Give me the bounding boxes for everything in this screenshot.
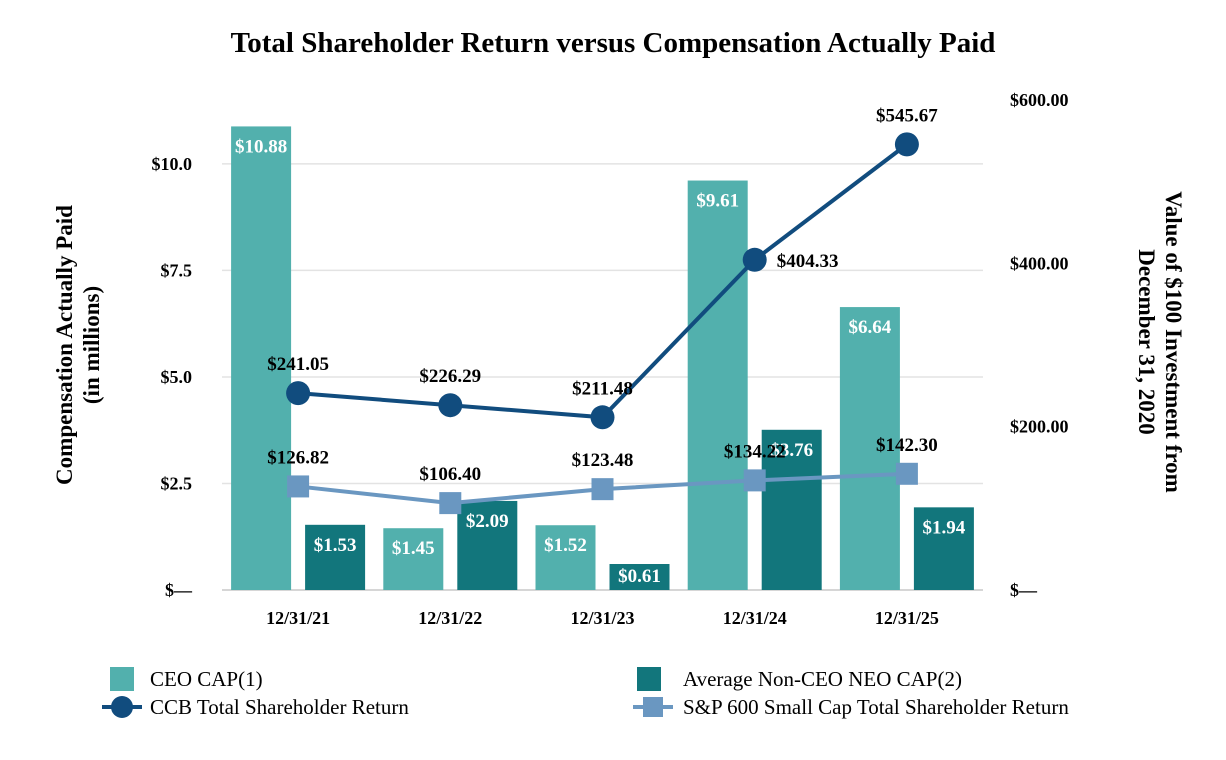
line-data-label: $123.48 <box>572 450 634 471</box>
non-ceo-cap-bar <box>913 507 974 590</box>
bar-series <box>231 126 974 590</box>
left-tick-label: $2.5 <box>161 473 193 493</box>
x-tick-label: 12/31/22 <box>418 608 482 628</box>
ceo-cap-bar <box>231 126 292 590</box>
line-data-labels: $241.05 $226.29 $211.48 $404.33 $545.67 $126.… <box>267 105 938 485</box>
line-data-label: $545.67 <box>876 105 938 126</box>
sp600-tsr-point <box>439 492 462 515</box>
left-tick-label: $— <box>165 580 193 600</box>
sp600-tsr-point <box>287 475 310 498</box>
line-series <box>286 132 919 515</box>
chart-title: Total Shareholder Return versus Compensa… <box>231 27 996 59</box>
right-axis-ticks: $— $200.00 $400.00 $600.00 <box>1010 90 1069 600</box>
line-data-label: $134.22 <box>724 441 786 462</box>
right-axis-title: Value of $100 Investment from December 3… <box>1134 191 1186 493</box>
x-tick-label: 12/31/24 <box>723 608 787 628</box>
legend-marker-sp600 <box>643 697 663 717</box>
line-data-label: $404.33 <box>777 251 839 272</box>
bar-data-label: $1.52 <box>544 535 587 556</box>
x-tick-label: 12/31/25 <box>875 608 939 628</box>
ccb-tsr-point <box>894 132 919 157</box>
ccb-tsr-point <box>590 405 615 430</box>
ccb-tsr-point <box>286 381 311 406</box>
x-tick-label: 12/31/21 <box>266 608 330 628</box>
line-data-label: $226.29 <box>419 366 481 387</box>
x-axis-ticks: 12/31/21 12/31/22 12/31/23 12/31/24 12/31/25 <box>266 608 939 628</box>
legend-label-sp600-tsr: S&P 600 Small Cap Total Shareholder Retu… <box>683 695 1069 719</box>
right-tick-label: $200.00 <box>1010 417 1069 437</box>
non-ceo-cap-bar <box>761 429 822 590</box>
bar-data-labels: $10.88 $1.45 $1.52 $9.61 $6.64 $1.53 $2.09 $0.6… <box>235 136 966 587</box>
bar-data-label: $6.64 <box>849 317 892 338</box>
line-data-label: $126.82 <box>267 447 329 468</box>
line-data-label: $106.40 <box>419 464 481 485</box>
sp600-tsr-point <box>743 469 766 492</box>
bar-data-label: $10.88 <box>235 136 287 157</box>
legend-label-non-ceo-cap: Average Non-CEO NEO CAP(2) <box>683 667 962 691</box>
sp600-tsr-point <box>895 462 918 485</box>
bar-data-label: $3.76 <box>770 440 813 461</box>
non-ceo-cap-bar <box>609 564 670 590</box>
ceo-cap-bar <box>687 180 748 590</box>
right-axis-title-line1: Value of $100 Investment from <box>1161 191 1186 493</box>
bar-data-label: $1.94 <box>923 517 966 538</box>
line-data-label: $142.30 <box>876 435 938 456</box>
ccb-tsr-point <box>742 247 767 272</box>
left-axis-title: Compensation Actually Paid (in millions) <box>52 205 104 485</box>
left-axis-ticks: $— $2.5 $5.0 $7.5 $10.0 <box>152 154 194 600</box>
left-axis-title-line1: Compensation Actually Paid <box>52 205 77 485</box>
line-data-label: $241.05 <box>267 354 329 375</box>
legend: CEO CAP(1) Average Non-CEO NEO CAP(2) CC… <box>102 667 1069 719</box>
right-tick-label: $600.00 <box>1010 90 1069 110</box>
bar-data-label: $2.09 <box>466 511 509 532</box>
left-tick-label: $5.0 <box>161 367 193 387</box>
line-data-label: $211.48 <box>572 378 633 399</box>
right-tick-label: $— <box>1010 580 1038 600</box>
bar-data-label: $0.61 <box>618 566 661 587</box>
ceo-cap-bar <box>839 307 900 590</box>
ceo-cap-bar <box>383 528 444 590</box>
ccb-tsr-point <box>438 393 463 418</box>
right-axis-title-line2: December 31, 2020 <box>1134 249 1159 434</box>
bar-data-label: $1.53 <box>314 535 357 556</box>
left-tick-label: $10.0 <box>152 154 193 174</box>
bar-data-label: $9.61 <box>696 191 739 212</box>
left-tick-label: $7.5 <box>161 260 193 280</box>
non-ceo-cap-bar <box>457 500 518 590</box>
non-ceo-cap-bar <box>305 524 366 590</box>
left-axis-title-line2: (in millions) <box>79 286 104 404</box>
ceo-cap-bar <box>535 525 596 590</box>
legend-swatch-non-ceo-cap <box>637 667 661 691</box>
bar-data-label: $1.45 <box>392 538 435 559</box>
legend-label-ccb-tsr: CCB Total Shareholder Return <box>150 695 409 719</box>
legend-marker-ccb <box>111 696 133 718</box>
right-tick-label: $400.00 <box>1010 253 1069 273</box>
x-tick-label: 12/31/23 <box>570 608 634 628</box>
legend-swatch-ceo-cap <box>110 667 134 691</box>
sp600-tsr-point <box>591 478 614 501</box>
legend-label-ceo-cap: CEO CAP(1) <box>150 667 263 691</box>
